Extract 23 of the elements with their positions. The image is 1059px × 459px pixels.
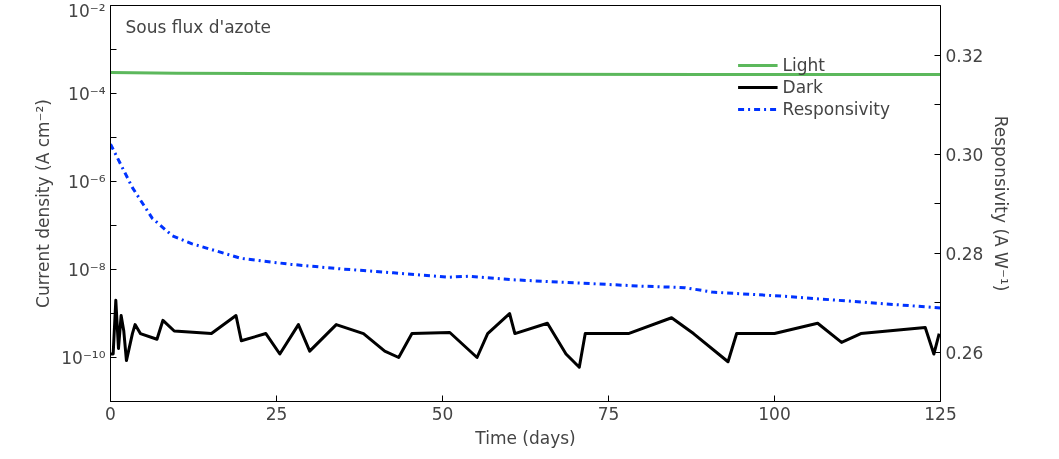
- annotation: Sous flux d'azote: [125, 16, 272, 37]
- x-tick-label: 25: [265, 403, 288, 424]
- x-axis-title: Time (days): [474, 427, 576, 448]
- x-tick-label: 125: [924, 403, 957, 424]
- y-tick-label: 10⁻⁸: [68, 259, 106, 280]
- legend-label: Light: [782, 55, 826, 75]
- y-tick-label: 10⁻⁴: [68, 83, 106, 104]
- y-axis-title: Current density (A cm⁻²): [33, 99, 54, 308]
- x-tick-label: 0: [105, 403, 116, 424]
- y2-tick-label: 0.26: [945, 342, 984, 363]
- y-tick-label: 10⁻²: [68, 0, 106, 21]
- y2-axis-title: Responsivity (A W⁻¹): [991, 115, 1012, 292]
- legend-label: Responsivity: [782, 99, 890, 119]
- line-series: [110, 142, 941, 310]
- x-tick-label: 100: [758, 403, 791, 424]
- x-tick-label: 50: [431, 403, 454, 424]
- y2-tick-label: 0.28: [945, 243, 984, 264]
- y2-tick-label: 0.30: [945, 144, 984, 165]
- y-tick-label: 10⁻¹⁰: [61, 347, 106, 368]
- legend-label: Dark: [782, 77, 823, 97]
- x-tick-label: 75: [597, 403, 620, 424]
- y-tick-label: 10⁻⁶: [68, 171, 106, 192]
- y2-tick-label: 0.32: [945, 45, 984, 66]
